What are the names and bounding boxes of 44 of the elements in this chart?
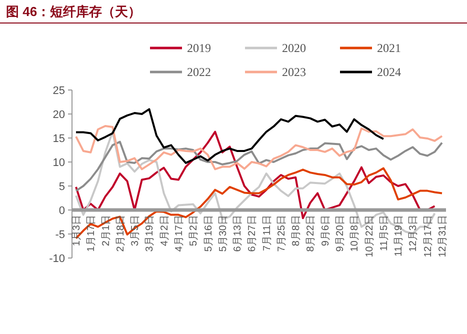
- x-tick-label: 12月3日: [408, 215, 420, 252]
- x-tick-label: 1月17日: [86, 215, 98, 252]
- y-tick-label: 20: [52, 108, 65, 121]
- legend-label: 2020: [282, 41, 306, 56]
- x-tick-label: 4月17日: [174, 215, 185, 252]
- x-tick-label: 9月20日: [335, 215, 346, 252]
- x-tick-label: 11月5日: [378, 215, 390, 251]
- x-tick-label: 8月22日: [306, 215, 317, 252]
- x-tick-label: 1月3日: [72, 215, 82, 246]
- legend-label: 2021: [377, 41, 401, 56]
- line-series: [75, 108, 384, 164]
- x-tick-label: 5月16日: [203, 215, 214, 252]
- y-tick-label: 15: [52, 132, 65, 145]
- x-tick-label: 5月30日: [218, 215, 229, 252]
- legend-label: 2022: [187, 65, 211, 80]
- y-tick-label: 10: [52, 156, 65, 169]
- y-tick-label: -10: [49, 252, 65, 265]
- y-tick-label: 5: [58, 180, 65, 193]
- x-tick-label: 8月8日: [291, 215, 302, 246]
- y-tick-label: -5: [55, 228, 65, 241]
- x-tick-label: 12月17日: [422, 215, 434, 258]
- x-tick-label: 5月2日: [188, 215, 200, 246]
- legend-label: 2024: [377, 65, 401, 80]
- x-tick-label: 10月22日: [364, 215, 376, 258]
- line-series: [75, 125, 443, 170]
- x-tick-label: 3月5日: [130, 215, 142, 246]
- y-tick-label: 25: [52, 84, 65, 97]
- x-tick-label: 11月19日: [394, 215, 405, 257]
- x-tick-label: 6月13日: [232, 215, 244, 252]
- x-tick-label: 7月11日: [262, 215, 273, 251]
- line-series: [75, 140, 443, 192]
- x-tick-label: 2月18日: [115, 215, 126, 252]
- x-tick-label: 2月1日: [100, 215, 112, 246]
- x-tick-label: 12月31日: [438, 215, 448, 258]
- chart-title: 图 46：短纤库存（天）: [6, 4, 142, 19]
- x-tick-label: 6月27日: [247, 215, 258, 252]
- x-tick-label: 3月19日: [144, 215, 156, 252]
- x-tick-label: 10月8日: [350, 215, 361, 252]
- legend-label: 2019: [187, 41, 211, 56]
- x-tick-label: 7月25日: [276, 215, 288, 252]
- x-tick-label: 9月6日: [320, 215, 332, 246]
- y-tick-label: 0: [58, 204, 65, 217]
- legend-label: 2023: [282, 65, 306, 80]
- x-tick-label: 4月2日: [159, 215, 170, 246]
